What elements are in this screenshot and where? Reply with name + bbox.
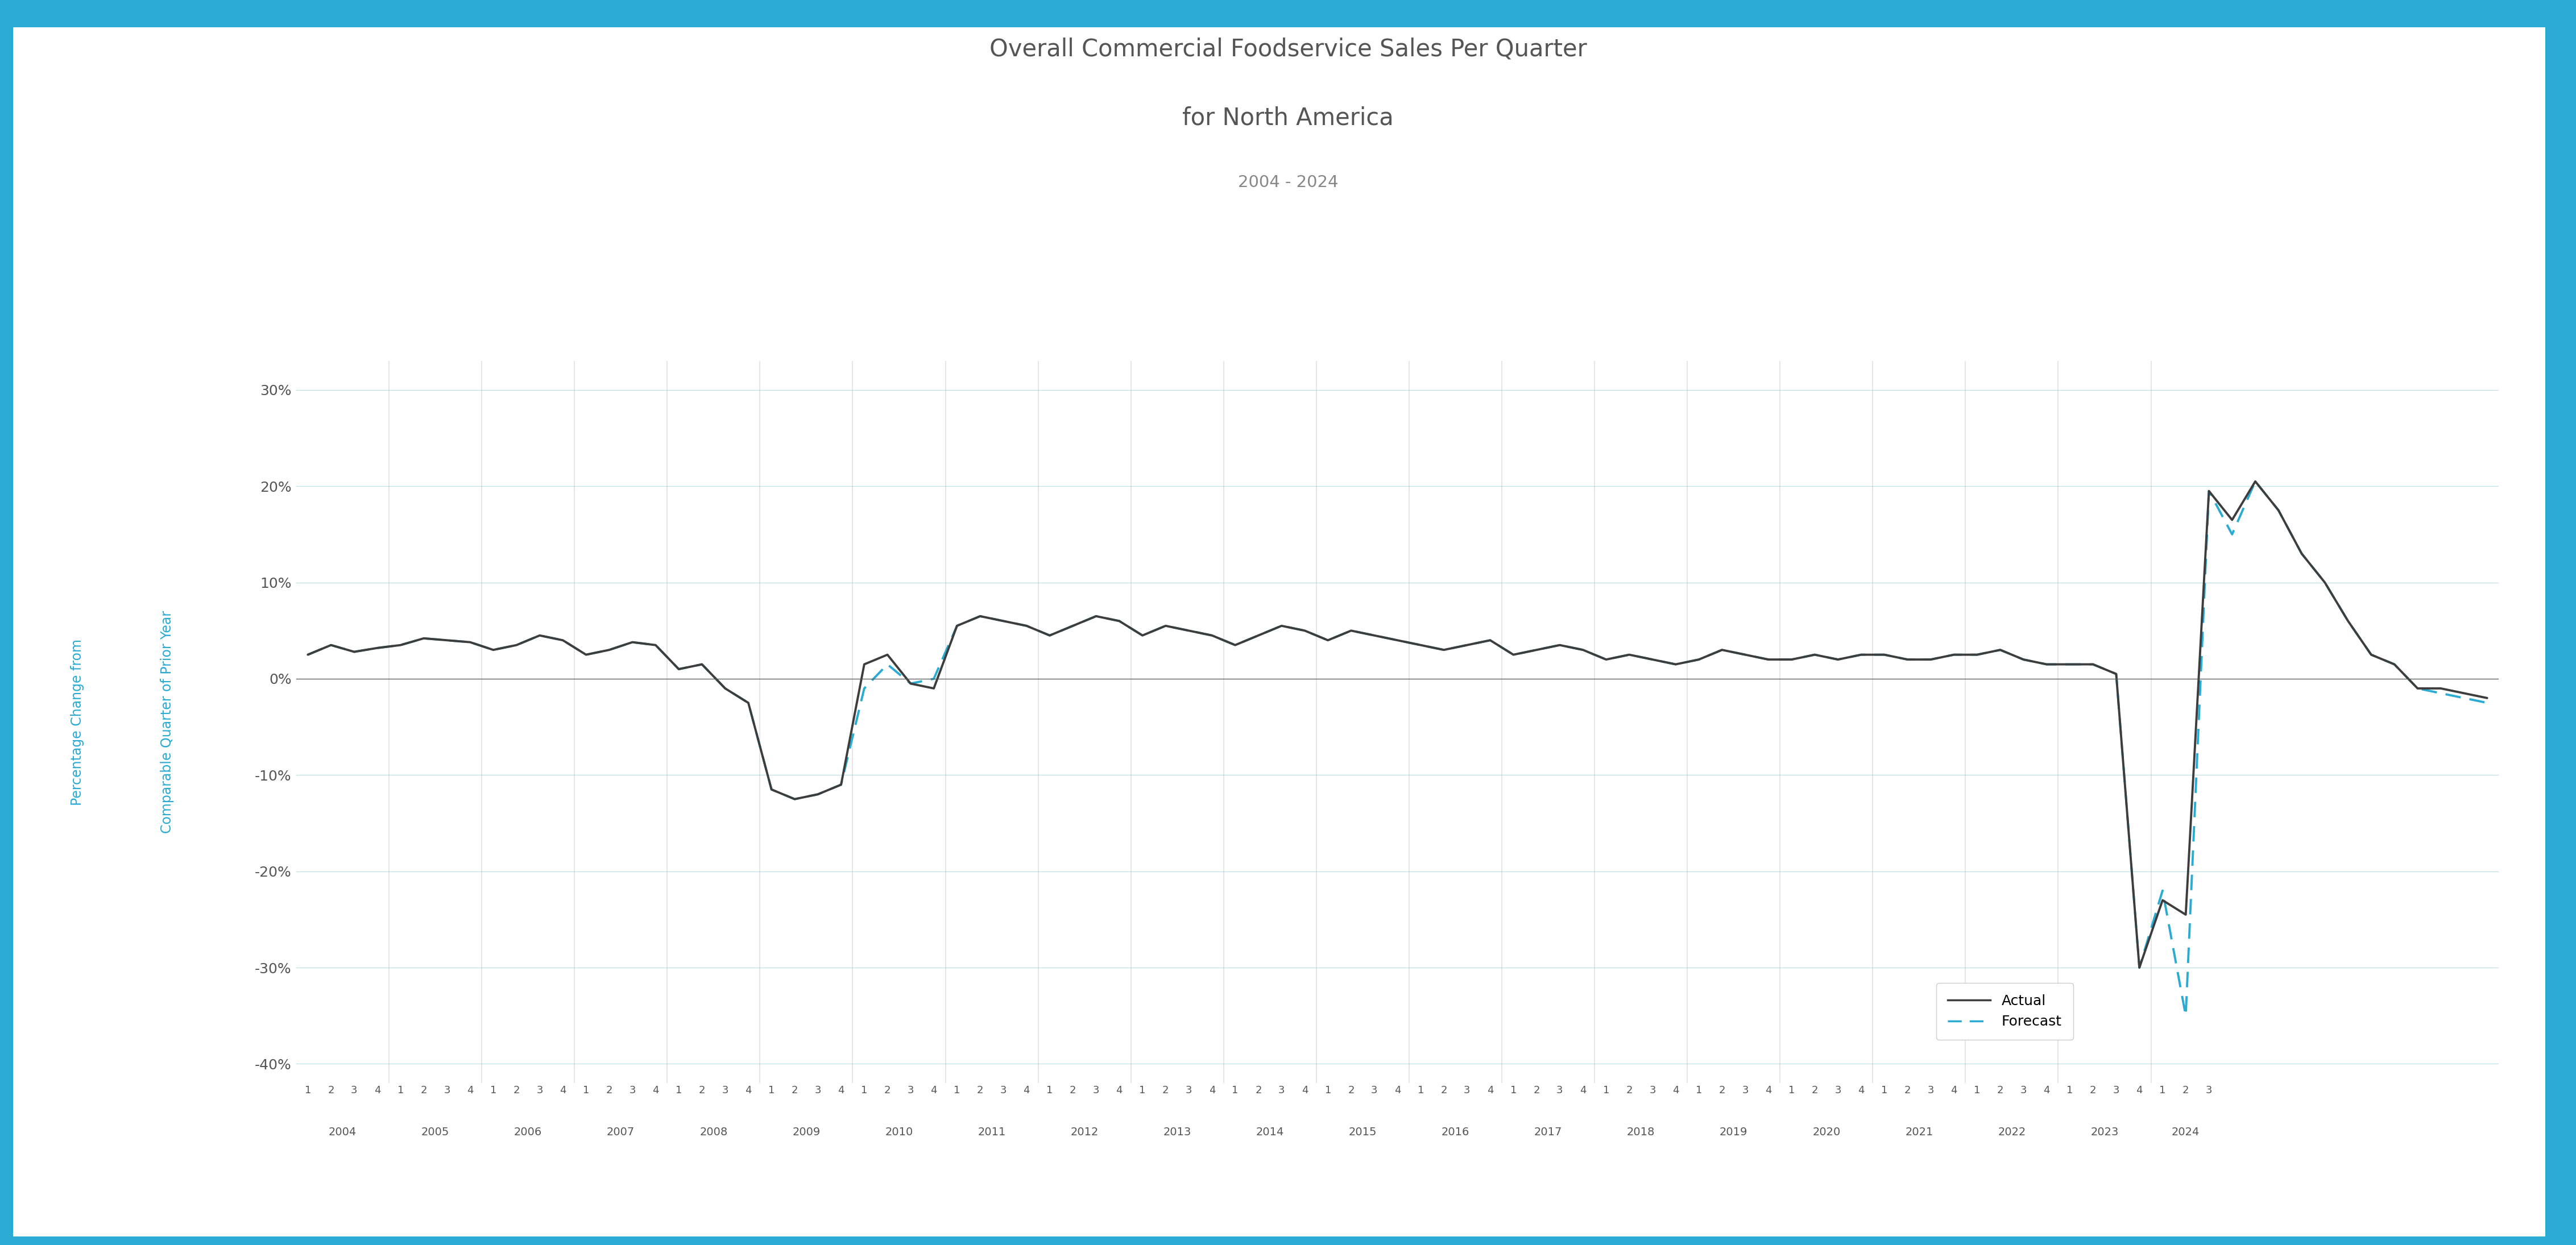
Text: 2012: 2012 <box>1072 1127 1097 1138</box>
Legend: Actual, Forecast: Actual, Forecast <box>1937 982 2074 1040</box>
Text: 2008: 2008 <box>701 1127 726 1138</box>
Text: 2009: 2009 <box>793 1127 819 1138</box>
Text: 2007: 2007 <box>608 1127 634 1138</box>
Text: 2019: 2019 <box>1721 1127 1747 1138</box>
Text: 2005: 2005 <box>422 1127 448 1138</box>
Text: 2022: 2022 <box>1999 1127 2025 1138</box>
Text: 2017: 2017 <box>1535 1127 1561 1138</box>
Text: 2004: 2004 <box>330 1127 355 1138</box>
Text: Overall Commercial Foodservice Sales Per Quarter: Overall Commercial Foodservice Sales Per… <box>989 37 1587 61</box>
Text: Comparable Quarter of Prior Year: Comparable Quarter of Prior Year <box>160 611 175 833</box>
Text: 2024: 2024 <box>2172 1127 2200 1138</box>
Text: 2013: 2013 <box>1164 1127 1190 1138</box>
Text: 2014: 2014 <box>1257 1127 1283 1138</box>
Text: Percentage Change from: Percentage Change from <box>70 639 85 806</box>
Text: 2004 - 2024: 2004 - 2024 <box>1239 174 1337 190</box>
Text: 2021: 2021 <box>1906 1127 1932 1138</box>
Text: 2020: 2020 <box>1814 1127 1839 1138</box>
Text: 2016: 2016 <box>1443 1127 1468 1138</box>
Text: 2015: 2015 <box>1350 1127 1376 1138</box>
Text: 2010: 2010 <box>886 1127 912 1138</box>
Text: 2006: 2006 <box>515 1127 541 1138</box>
Text: 2018: 2018 <box>1628 1127 1654 1138</box>
Text: 2023: 2023 <box>2092 1127 2117 1138</box>
Text: for North America: for North America <box>1182 106 1394 129</box>
Text: 2011: 2011 <box>979 1127 1005 1138</box>
